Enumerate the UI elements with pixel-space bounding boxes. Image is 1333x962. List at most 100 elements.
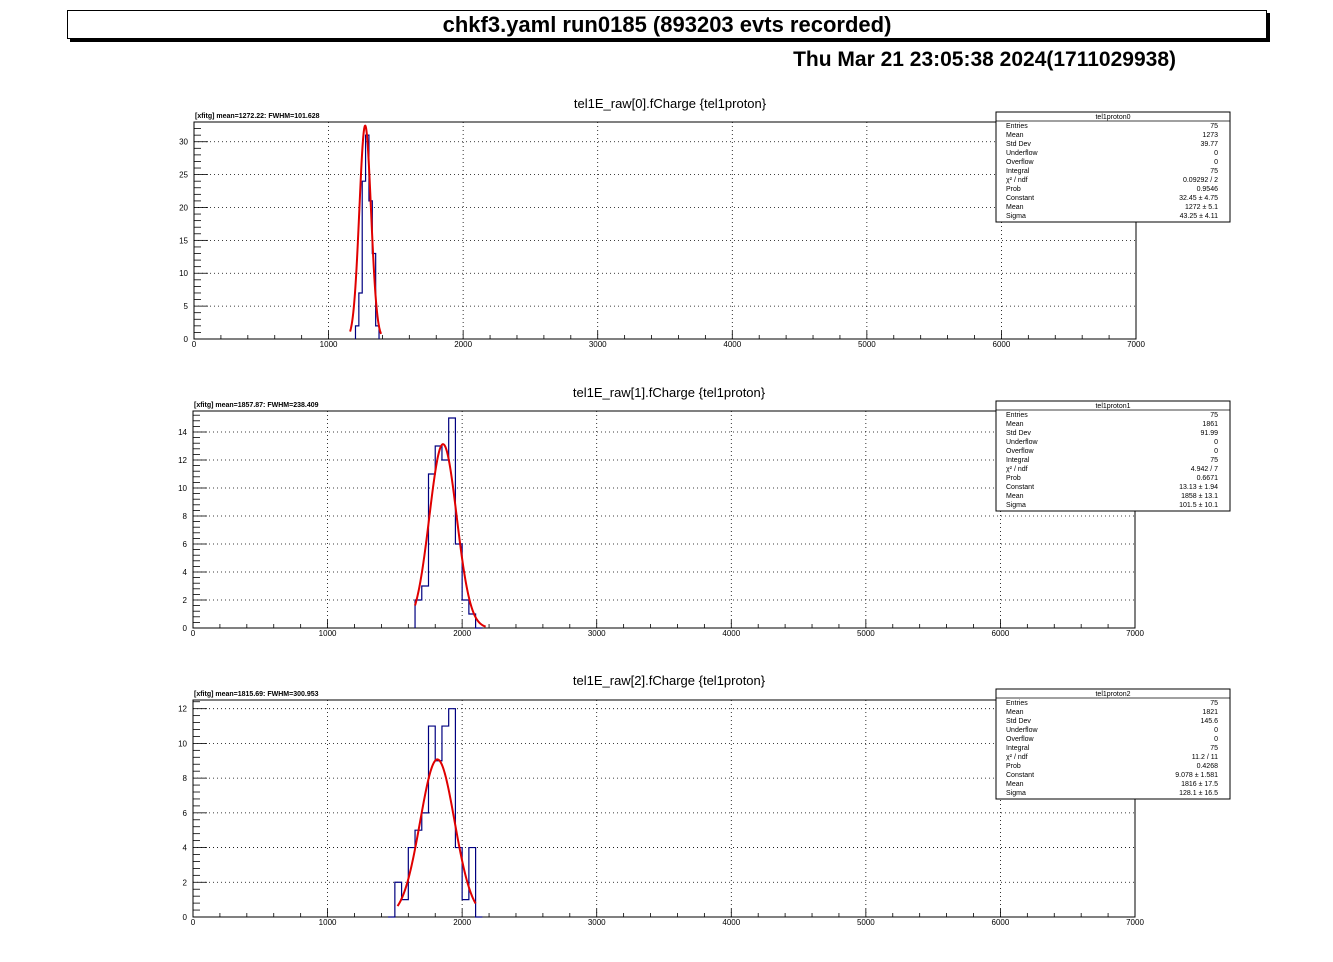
y-tick-label: 2 bbox=[183, 878, 188, 887]
plot-frame bbox=[193, 121, 1137, 340]
y-tick-label: 4 bbox=[183, 568, 188, 577]
stats-row-label: Std Dev bbox=[1006, 430, 1031, 437]
plot-frame bbox=[192, 699, 1136, 918]
y-tick-label: 6 bbox=[183, 809, 188, 818]
y-tick-label: 0 bbox=[183, 624, 188, 633]
stats-box: tel1proton0 Entries 75 Mean 1273 Std Dev 39.77… bbox=[995, 111, 1231, 223]
stats-box-frame bbox=[995, 688, 1231, 800]
x-tick-label: 7000 bbox=[1126, 918, 1144, 927]
fit-label: [xfitg] mean=1857.87: FWHM=238.409 bbox=[194, 402, 319, 409]
gaussian-fit-curve bbox=[414, 443, 487, 628]
stats-box-name: tel1proton0 bbox=[1095, 114, 1130, 121]
y-tick-label: 12 bbox=[178, 705, 187, 714]
x-tick-label: 3000 bbox=[588, 629, 606, 638]
y-tick-label: 10 bbox=[178, 739, 187, 748]
stats-row-label: Entries bbox=[1006, 412, 1028, 419]
stats-row-value: 0 bbox=[1214, 448, 1218, 455]
stats-row-value: 1273 bbox=[1202, 132, 1218, 139]
stats-row-label: Mean bbox=[1006, 132, 1024, 139]
stats-row-label: Integral bbox=[1006, 168, 1030, 175]
stats-row-label: Entries bbox=[1006, 700, 1028, 707]
stats-row-value: 101.5 ± 10.1 bbox=[1179, 502, 1218, 509]
stats-row-value: 39.77 bbox=[1200, 141, 1218, 148]
x-tick-label: 4000 bbox=[723, 340, 741, 349]
stats-row-value: 0 bbox=[1214, 159, 1218, 166]
x-tick-label: 6000 bbox=[992, 918, 1010, 927]
x-tick-label: 5000 bbox=[858, 340, 876, 349]
stats-row-label: Mean bbox=[1006, 781, 1024, 788]
stats-row-value: 1821 bbox=[1202, 709, 1218, 716]
y-tick-label: 4 bbox=[183, 844, 188, 853]
stats-row-label: Mean bbox=[1006, 709, 1024, 716]
x-tick-label: 5000 bbox=[857, 918, 875, 927]
stats-row-label: Prob bbox=[1006, 186, 1021, 193]
stats-row-label: Overflow bbox=[1006, 159, 1035, 166]
stats-row-label: Sigma bbox=[1006, 502, 1026, 509]
canvas-title-box: chkf3.yaml run0185 (893203 evts recorded… bbox=[67, 10, 1267, 39]
x-tick-label: 0 bbox=[192, 340, 197, 349]
stats-row-value: 1858 ± 13.1 bbox=[1181, 493, 1218, 500]
x-tick-label: 2000 bbox=[453, 918, 471, 927]
histogram-panel-0: tel1E_raw[0].fCharge {tel1proton} [xfitg]… bbox=[179, 96, 1231, 349]
stats-row-value: 1861 bbox=[1202, 421, 1218, 428]
stats-row-label: χ² / ndf bbox=[1006, 754, 1028, 761]
stats-row-label: Std Dev bbox=[1006, 718, 1031, 725]
x-tick-label: 5000 bbox=[857, 629, 875, 638]
histogram-bars bbox=[388, 708, 483, 918]
stats-row-label: Prob bbox=[1006, 763, 1021, 770]
stats-row-label: Constant bbox=[1006, 484, 1034, 491]
stats-row-label: Constant bbox=[1006, 195, 1034, 202]
stats-box-name: tel1proton2 bbox=[1095, 691, 1130, 698]
y-tick-label: 2 bbox=[183, 596, 188, 605]
stats-row-label: Mean bbox=[1006, 493, 1024, 500]
gaussian-fit-curve bbox=[349, 124, 382, 335]
stats-box: tel1proton1 Entries 75 Mean 1861 Std Dev 91.99… bbox=[995, 400, 1231, 512]
x-tick-label: 2000 bbox=[453, 629, 471, 638]
stats-box-frame bbox=[995, 111, 1231, 223]
y-tick-label: 10 bbox=[179, 269, 188, 278]
y-tick-label: 10 bbox=[178, 484, 187, 493]
stats-row-label: Mean bbox=[1006, 204, 1024, 211]
y-tick-label: 14 bbox=[178, 428, 187, 437]
canvas-datetime: Thu Mar 21 23:05:38 2024(1711029938) bbox=[793, 48, 1176, 71]
histogram-panel-1: tel1E_raw[1].fCharge {tel1proton} [xfitg]… bbox=[178, 385, 1231, 638]
canvas-title: chkf3.yaml run0185 (893203 evts recorded… bbox=[442, 12, 892, 37]
x-tick-label: 4000 bbox=[722, 629, 740, 638]
x-tick-label: 7000 bbox=[1126, 629, 1144, 638]
y-tick-label: 20 bbox=[179, 203, 188, 212]
stats-row-label: Sigma bbox=[1006, 213, 1026, 220]
stats-row-value: 0.4268 bbox=[1197, 763, 1219, 770]
stats-row-value: 1272 ± 5.1 bbox=[1185, 204, 1218, 211]
stats-row-label: Std Dev bbox=[1006, 141, 1031, 148]
stats-row-label: Overflow bbox=[1006, 448, 1035, 455]
x-tick-label: 4000 bbox=[722, 918, 740, 927]
stats-box-frame bbox=[995, 400, 1231, 512]
fit-label: [xfitg] mean=1815.69: FWHM=300.953 bbox=[194, 691, 319, 698]
plot-title: tel1E_raw[0].fCharge {tel1proton} bbox=[574, 96, 767, 111]
stats-row-value: 0.09292 / 2 bbox=[1183, 177, 1218, 184]
y-tick-label: 5 bbox=[184, 302, 189, 311]
plot-title: tel1E_raw[2].fCharge {tel1proton} bbox=[573, 673, 766, 688]
stats-row-value: 0.9546 bbox=[1197, 186, 1219, 193]
stats-row-label: Integral bbox=[1006, 745, 1030, 752]
stats-row-label: Prob bbox=[1006, 475, 1021, 482]
x-tick-label: 3000 bbox=[588, 918, 606, 927]
stats-row-value: 32.45 ± 4.75 bbox=[1179, 195, 1218, 202]
y-tick-label: 25 bbox=[179, 171, 188, 180]
y-tick-label: 0 bbox=[184, 335, 189, 344]
x-tick-label: 6000 bbox=[993, 340, 1011, 349]
stats-row-value: 0 bbox=[1214, 727, 1218, 734]
stats-row-label: Mean bbox=[1006, 421, 1024, 428]
stats-row-value: 75 bbox=[1210, 168, 1218, 175]
stats-row-value: 75 bbox=[1210, 412, 1218, 419]
y-tick-label: 6 bbox=[183, 540, 188, 549]
stats-row-value: 13.13 ± 1.94 bbox=[1179, 484, 1218, 491]
stats-row-value: 1816 ± 17.5 bbox=[1181, 781, 1218, 788]
stats-box-name: tel1proton1 bbox=[1095, 403, 1130, 410]
gaussian-fit-curve bbox=[396, 758, 477, 907]
stats-row-value: 11.2 / 11 bbox=[1192, 754, 1218, 761]
stats-row-value: 75 bbox=[1210, 123, 1218, 130]
stats-row-label: Underflow bbox=[1006, 439, 1038, 446]
y-tick-label: 8 bbox=[183, 774, 188, 783]
